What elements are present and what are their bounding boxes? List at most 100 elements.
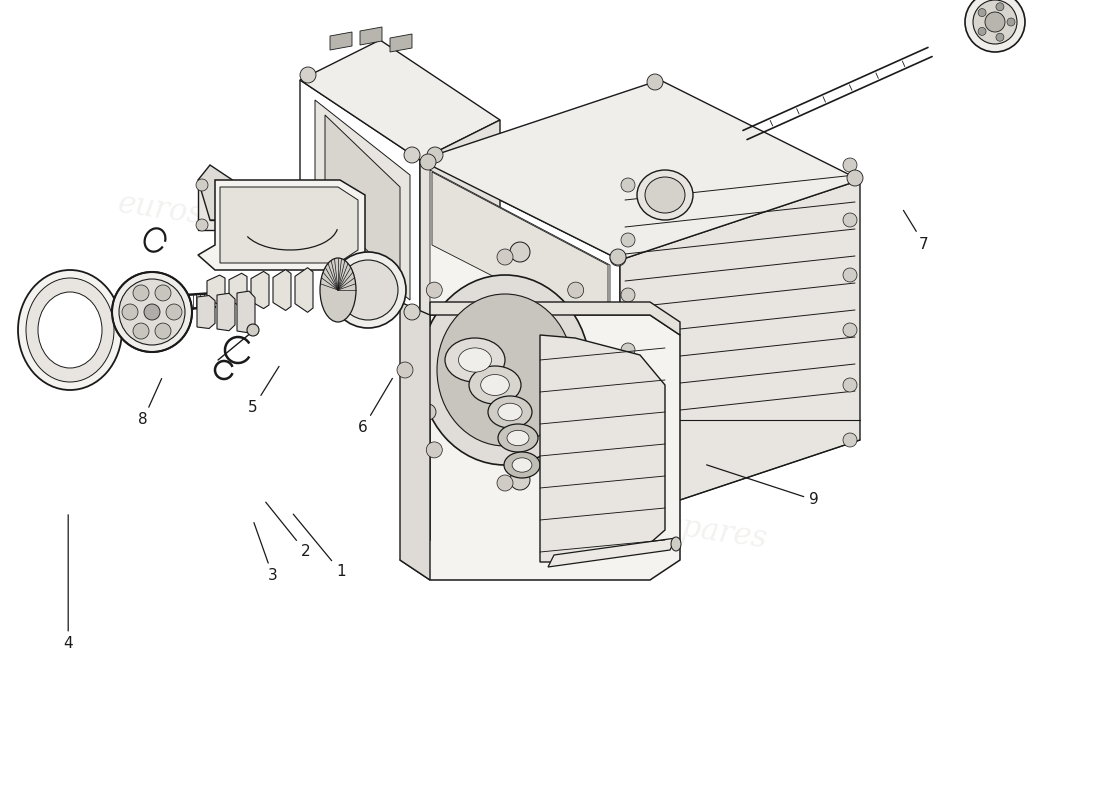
Circle shape [427, 282, 442, 298]
Polygon shape [229, 274, 248, 306]
Circle shape [300, 67, 316, 83]
Polygon shape [217, 294, 235, 330]
Circle shape [843, 323, 857, 337]
Polygon shape [432, 172, 608, 335]
Circle shape [300, 227, 316, 243]
Ellipse shape [39, 292, 102, 368]
Circle shape [497, 475, 513, 491]
Polygon shape [330, 32, 352, 50]
Text: 9: 9 [706, 465, 818, 507]
Ellipse shape [971, 20, 996, 40]
Circle shape [155, 285, 170, 301]
Polygon shape [420, 160, 620, 520]
Ellipse shape [420, 275, 590, 465]
Ellipse shape [513, 458, 532, 472]
Polygon shape [236, 291, 255, 333]
Circle shape [843, 213, 857, 227]
Polygon shape [315, 100, 410, 300]
Circle shape [427, 147, 443, 163]
Polygon shape [273, 270, 292, 310]
Polygon shape [324, 115, 400, 282]
Circle shape [610, 505, 626, 521]
Circle shape [843, 158, 857, 172]
Polygon shape [390, 34, 412, 52]
Circle shape [510, 470, 530, 490]
Circle shape [996, 34, 1004, 42]
Polygon shape [400, 302, 430, 580]
Ellipse shape [112, 272, 192, 352]
Polygon shape [620, 180, 860, 520]
Circle shape [133, 285, 148, 301]
Circle shape [843, 268, 857, 282]
Circle shape [978, 27, 986, 35]
Circle shape [610, 250, 626, 266]
Polygon shape [420, 80, 860, 260]
Polygon shape [207, 275, 226, 305]
Circle shape [847, 170, 864, 186]
Circle shape [497, 249, 513, 265]
Polygon shape [420, 120, 500, 320]
Circle shape [133, 323, 148, 339]
Ellipse shape [338, 260, 398, 320]
Circle shape [122, 304, 138, 320]
Circle shape [427, 442, 442, 458]
Circle shape [621, 343, 635, 357]
Ellipse shape [645, 177, 685, 213]
Text: 1: 1 [294, 514, 345, 579]
Ellipse shape [974, 0, 1018, 44]
Circle shape [510, 242, 530, 262]
Polygon shape [400, 315, 680, 580]
Text: 8: 8 [139, 378, 162, 427]
Ellipse shape [446, 338, 505, 382]
Circle shape [621, 178, 635, 192]
Circle shape [621, 453, 635, 467]
Polygon shape [220, 187, 358, 263]
Ellipse shape [144, 304, 159, 320]
Ellipse shape [671, 537, 681, 551]
Circle shape [610, 249, 626, 265]
Ellipse shape [437, 294, 573, 446]
Polygon shape [197, 295, 215, 329]
Ellipse shape [965, 0, 1025, 52]
Circle shape [568, 282, 584, 298]
Circle shape [621, 288, 635, 302]
Circle shape [420, 154, 436, 170]
Polygon shape [198, 180, 365, 270]
Ellipse shape [984, 12, 1005, 32]
Circle shape [647, 74, 663, 90]
Circle shape [196, 179, 208, 191]
Ellipse shape [459, 348, 492, 372]
Polygon shape [300, 80, 420, 320]
Ellipse shape [26, 278, 114, 382]
Polygon shape [198, 165, 255, 220]
Circle shape [404, 304, 420, 320]
Ellipse shape [498, 403, 522, 421]
Text: 5: 5 [249, 366, 279, 415]
Ellipse shape [481, 374, 509, 395]
Ellipse shape [507, 430, 529, 446]
Text: eurospares: eurospares [117, 189, 290, 243]
Ellipse shape [504, 452, 540, 478]
Circle shape [621, 233, 635, 247]
Ellipse shape [18, 270, 122, 390]
Circle shape [996, 2, 1004, 10]
Ellipse shape [637, 170, 693, 220]
Circle shape [155, 323, 170, 339]
Circle shape [568, 442, 584, 458]
Polygon shape [430, 302, 680, 335]
Circle shape [166, 304, 182, 320]
Circle shape [404, 147, 420, 163]
Ellipse shape [248, 324, 258, 336]
Circle shape [597, 362, 613, 378]
Ellipse shape [330, 252, 406, 328]
Polygon shape [251, 271, 270, 309]
Circle shape [621, 398, 635, 412]
Ellipse shape [469, 366, 521, 404]
Text: 7: 7 [903, 210, 928, 251]
Polygon shape [548, 538, 676, 567]
Polygon shape [360, 27, 382, 45]
Circle shape [196, 219, 208, 231]
Ellipse shape [488, 396, 532, 428]
Text: 6: 6 [359, 378, 393, 435]
Text: 2: 2 [266, 502, 310, 559]
